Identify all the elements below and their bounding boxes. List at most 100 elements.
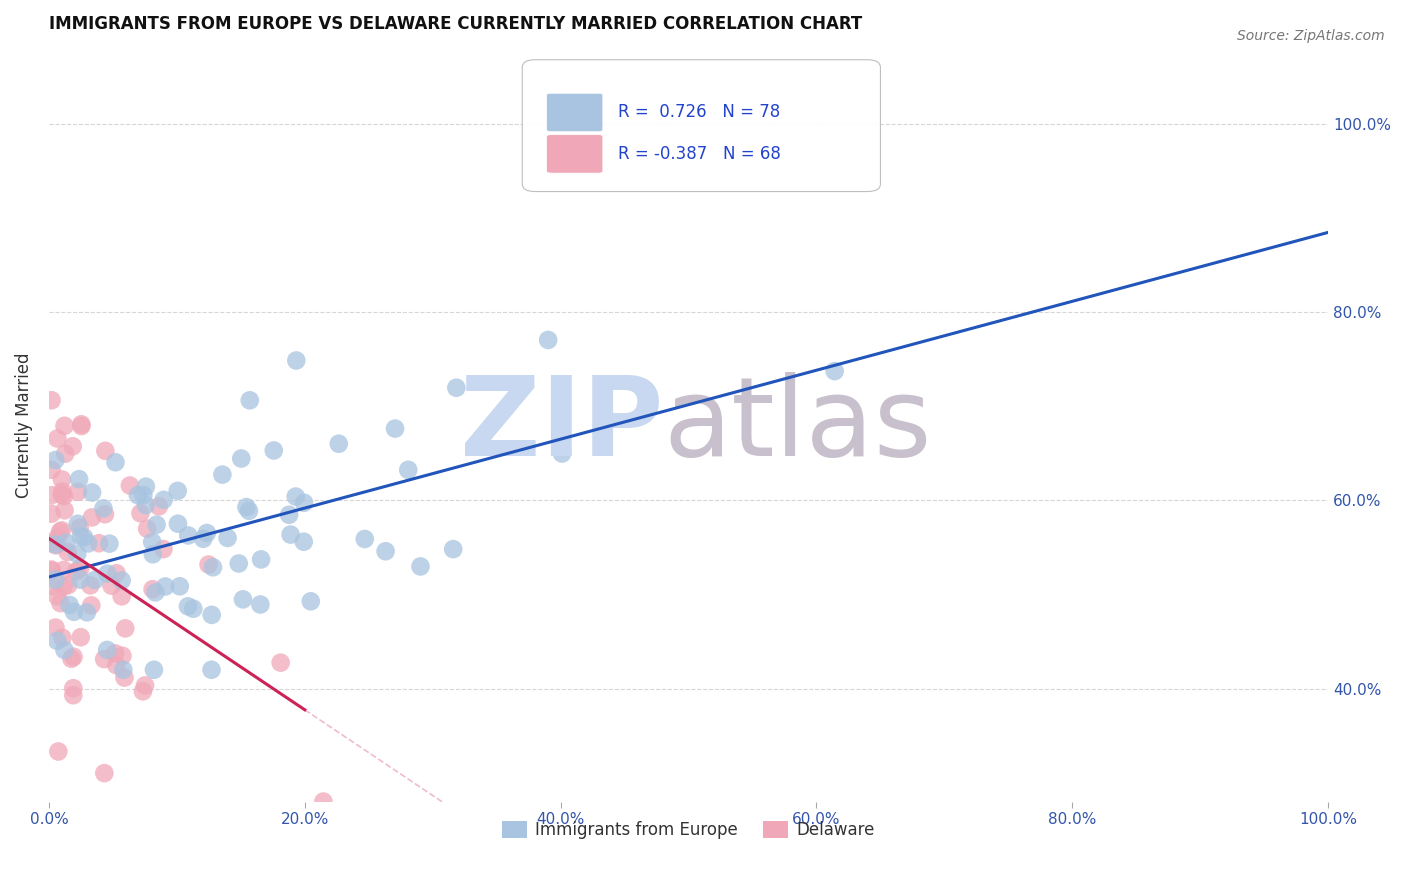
Point [593,410,616,425]
Point [127,488,149,502]
Point [284,490,307,504]
Point [66,547,89,561]
Point [132,684,155,698]
Point [100,579,122,593]
Point [69,521,91,535]
Point [53,418,76,433]
Point [60,652,83,666]
Point [44,453,66,467]
Point [62,649,84,664]
Point [235,500,257,515]
Point [441,542,464,557]
Point [263,443,285,458]
Point [197,558,219,572]
Point [228,557,250,571]
Point [409,559,432,574]
Point [135,498,157,512]
Point [270,656,292,670]
Point [195,526,218,541]
Point [550,401,572,415]
Point [238,504,260,518]
Point [104,646,127,660]
Point [41,393,63,408]
Point [142,547,165,561]
Point [292,496,315,510]
Point [167,516,190,531]
Point [132,488,155,502]
Point [93,766,115,780]
Point [69,561,91,575]
Point [353,532,375,546]
Point [53,643,76,657]
Point [217,531,239,545]
Point [41,579,63,593]
Point [169,579,191,593]
Point [148,500,170,514]
Point [96,566,118,581]
Text: Source: ZipAtlas.com: Source: ZipAtlas.com [1237,29,1385,43]
Point [41,507,63,521]
Point [94,443,117,458]
Point [53,447,76,461]
Point [114,621,136,635]
Point [232,592,254,607]
Point [141,535,163,549]
Point [249,598,271,612]
Point [55,535,77,549]
Point [177,599,200,614]
Point [65,564,87,578]
Point [239,393,262,408]
Point [201,560,224,574]
Point [51,488,73,502]
Point [69,630,91,644]
FancyBboxPatch shape [522,60,880,192]
Point [312,795,335,809]
Point [87,536,110,550]
Point [155,579,177,593]
Point [200,663,222,677]
Point [49,596,72,610]
Point [52,580,75,594]
Point [201,607,224,622]
Point [44,573,66,587]
Point [63,605,86,619]
Point [96,643,118,657]
Text: IMMIGRANTS FROM EUROPE VS DELAWARE CURRENTLY MARRIED CORRELATION CHART: IMMIGRANTS FROM EUROPE VS DELAWARE CURRE… [49,15,862,33]
Point [292,534,315,549]
Point [285,353,308,368]
Point [105,658,128,673]
Point [46,531,69,545]
Point [51,484,73,499]
Point [62,439,84,453]
Point [80,599,103,613]
Point [82,485,104,500]
Point [177,528,200,542]
Point [66,516,89,531]
Point [46,633,69,648]
Point [67,472,90,486]
Point [70,419,93,434]
Point [193,532,215,546]
Point [384,421,406,435]
Point [136,522,159,536]
Point [73,530,96,544]
FancyBboxPatch shape [547,135,603,173]
Point [41,536,63,550]
Point [396,463,419,477]
Point [104,455,127,469]
Point [76,605,98,619]
Point [299,594,322,608]
Point [166,483,188,498]
Point [56,545,79,559]
Point [250,552,273,566]
Point [537,333,560,347]
Point [58,578,80,592]
Point [59,598,82,612]
Point [46,744,69,758]
Point [135,480,157,494]
Legend: Immigrants from Europe, Delaware: Immigrants from Europe, Delaware [495,814,882,846]
Point [53,489,76,503]
Point [145,517,167,532]
Point [46,432,69,446]
Point [44,537,66,551]
